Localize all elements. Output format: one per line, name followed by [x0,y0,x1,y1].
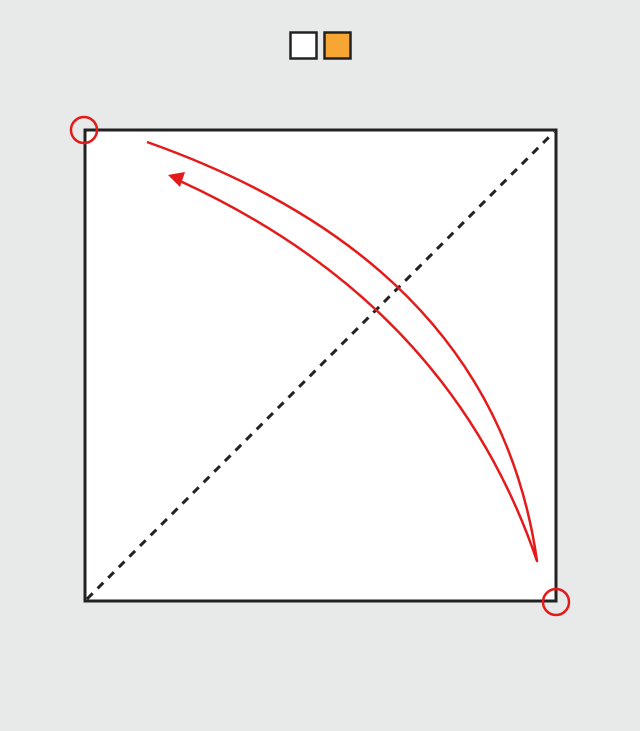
paper-color-legend [289,31,352,60]
valley-fold-line [85,130,556,601]
fold-arrow-head [168,172,185,187]
corner-marker-bottom-right [541,587,571,617]
fold-arrow [146,140,539,563]
fold-arrow-path [146,140,539,563]
corner-marker-top-left [69,115,99,145]
paper-front-swatch [289,31,318,60]
paper-back-swatch [323,31,352,60]
